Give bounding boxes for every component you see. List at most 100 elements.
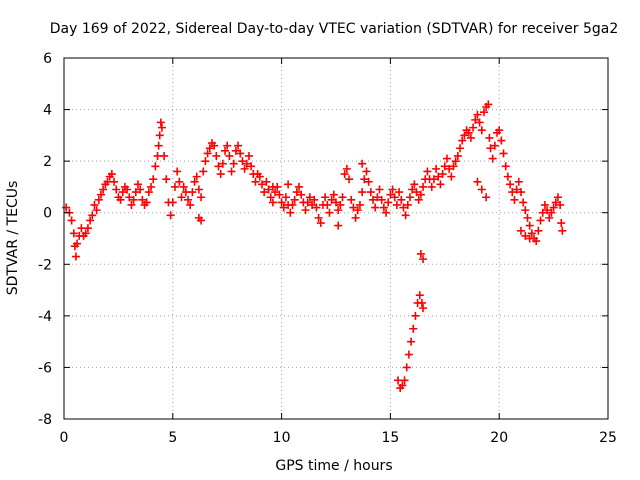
data-point xyxy=(151,162,160,171)
data-point xyxy=(479,108,488,117)
data-point xyxy=(260,188,269,197)
data-point xyxy=(490,141,499,150)
data-point xyxy=(179,182,188,191)
data-point xyxy=(186,200,195,209)
data-point xyxy=(227,167,236,176)
x-tick-label: 0 xyxy=(60,430,69,446)
data-point xyxy=(460,131,469,140)
data-point xyxy=(392,200,401,209)
data-point xyxy=(329,190,338,199)
data-point xyxy=(403,200,412,209)
data-point xyxy=(67,216,76,225)
y-tick-label: -4 xyxy=(38,309,52,325)
data-point xyxy=(419,255,428,264)
data-point xyxy=(325,208,334,217)
data-point xyxy=(382,208,391,217)
data-point xyxy=(377,195,386,204)
data-point xyxy=(73,239,82,248)
y-tick-label: -6 xyxy=(38,360,52,376)
data-point xyxy=(81,229,90,238)
data-point xyxy=(223,141,232,150)
data-point xyxy=(216,170,225,179)
data-point xyxy=(400,376,409,385)
data-point xyxy=(497,136,506,145)
data-point xyxy=(417,298,426,307)
data-point xyxy=(236,149,245,158)
data-point xyxy=(501,162,510,171)
data-point xyxy=(368,195,377,204)
data-point xyxy=(157,123,166,132)
data-point xyxy=(471,115,480,124)
data-point xyxy=(284,180,293,189)
data-point xyxy=(545,213,554,222)
data-point xyxy=(556,200,565,209)
data-point xyxy=(340,170,349,179)
data-point xyxy=(360,175,369,184)
data-point xyxy=(558,226,567,235)
grid xyxy=(64,58,608,419)
data-point xyxy=(485,133,494,142)
data-point xyxy=(301,206,310,215)
data-point xyxy=(342,164,351,173)
data-point xyxy=(127,200,136,209)
data-point xyxy=(264,185,273,194)
data-point xyxy=(438,170,447,179)
data-point xyxy=(486,144,495,153)
data-point xyxy=(83,224,92,233)
data-point xyxy=(118,188,127,197)
data-point xyxy=(197,193,206,202)
y-tick-label: 2 xyxy=(43,154,52,170)
data-point xyxy=(371,203,380,212)
data-point xyxy=(149,175,158,184)
data-point xyxy=(275,190,284,199)
data-point xyxy=(175,177,184,186)
data-point xyxy=(251,177,260,186)
data-point xyxy=(449,162,458,171)
data-point xyxy=(416,249,425,258)
data-point xyxy=(147,182,156,191)
data-point xyxy=(323,200,332,209)
data-point xyxy=(534,226,543,235)
data-point xyxy=(410,180,419,189)
data-point xyxy=(499,149,508,158)
data-point xyxy=(129,195,138,204)
data-point xyxy=(414,195,423,204)
data-point xyxy=(197,216,206,225)
data-point xyxy=(242,159,251,168)
data-point xyxy=(231,146,240,155)
data-point xyxy=(538,208,547,217)
data-point xyxy=(142,198,151,207)
data-point xyxy=(271,188,280,197)
data-point xyxy=(445,164,454,173)
data-point xyxy=(229,159,238,168)
data-point xyxy=(338,193,347,202)
data-point xyxy=(212,151,221,160)
data-point xyxy=(436,180,445,189)
data-point xyxy=(399,203,408,212)
data-point xyxy=(210,141,219,150)
data-point xyxy=(453,151,462,160)
data-point xyxy=(112,185,121,194)
data-point xyxy=(401,211,410,220)
data-point xyxy=(434,172,443,181)
data-point xyxy=(458,136,467,145)
data-point xyxy=(295,182,304,191)
data-point xyxy=(303,198,312,207)
data-point xyxy=(170,182,179,191)
data-point xyxy=(395,188,404,197)
data-point xyxy=(495,126,504,135)
data-point xyxy=(71,252,80,261)
data-point xyxy=(138,195,147,204)
data-point xyxy=(409,324,418,333)
data-point xyxy=(288,200,297,209)
y-tick-label: -2 xyxy=(38,257,52,273)
data-point xyxy=(266,193,275,202)
y-tick-label: 0 xyxy=(43,206,52,222)
data-point xyxy=(442,154,451,163)
data-point xyxy=(154,141,163,150)
x-tick-label: 20 xyxy=(490,430,508,446)
data-point xyxy=(345,175,354,184)
data-point xyxy=(173,167,182,176)
data-point xyxy=(469,123,478,132)
